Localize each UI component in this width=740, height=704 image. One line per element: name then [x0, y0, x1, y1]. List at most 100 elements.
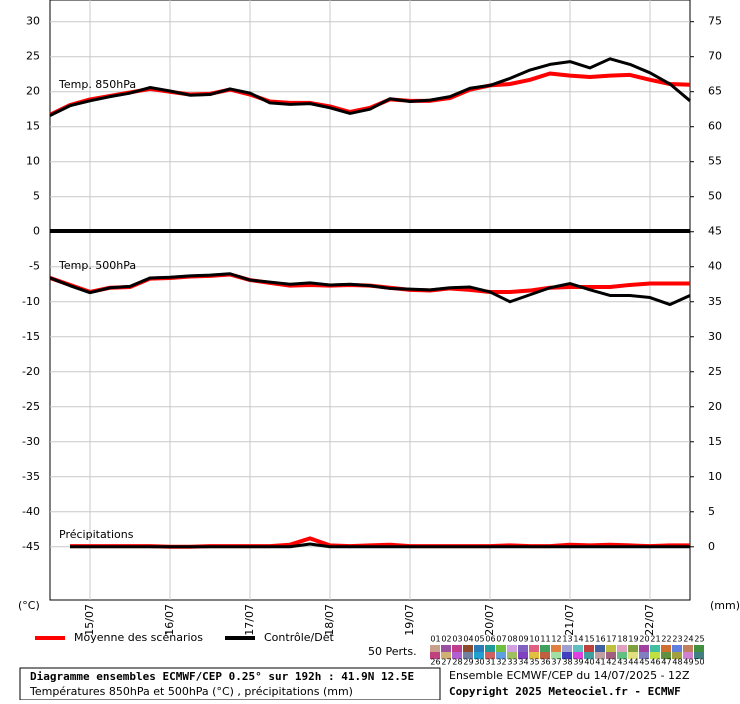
pert-swatch [463, 652, 473, 659]
y2-tick-label: 40 [708, 260, 722, 273]
pert-swatch [650, 645, 660, 652]
pert-swatch [573, 652, 583, 659]
pert-swatch [485, 645, 495, 652]
pert-swatch [441, 645, 451, 652]
copyright: Copyright 2025 Meteociel.fr - ECMWF [449, 685, 681, 698]
pert-swatch [650, 652, 660, 659]
y2-tick-label: 70 [708, 50, 722, 63]
y-tick-label: 15 [26, 120, 40, 133]
pert-swatch [452, 652, 462, 659]
pert-swatch [584, 645, 594, 652]
y-tick-label: 10 [26, 155, 40, 168]
pert-label: 16 [595, 635, 605, 644]
x-tick-label: 16/07 [163, 604, 176, 636]
pert-swatch [430, 652, 440, 659]
x-tick-label: 18/07 [323, 604, 336, 636]
pert-swatch [562, 645, 572, 652]
y-tick-label: 30 [26, 15, 40, 28]
pert-label: 20 [639, 635, 649, 644]
panel-divider [50, 229, 690, 233]
pert-label: 30 [474, 658, 484, 667]
pert-label: 49 [683, 658, 693, 667]
y-tick-label: -10 [22, 295, 40, 308]
y-tick-label: -30 [22, 435, 40, 448]
pert-label: 43 [617, 658, 627, 667]
y2-tick-label: 10 [708, 470, 722, 483]
pert-label: 01 [430, 635, 440, 644]
pert-swatch [540, 645, 550, 652]
x-tick-label: 21/07 [563, 604, 576, 636]
pert-label: 26 [430, 658, 440, 667]
pert-label: 13 [562, 635, 572, 644]
pert-label: 06 [485, 635, 495, 644]
pert-label: 04 [463, 635, 473, 644]
y2-tick-label: 50 [708, 190, 722, 203]
y2-tick-label: 35 [708, 295, 722, 308]
x-tick-label: 20/07 [483, 604, 496, 636]
pert-label: 02 [441, 635, 451, 644]
y-tick-label: -45 [22, 540, 40, 553]
pert-swatch [540, 652, 550, 659]
pert-label: 15 [584, 635, 594, 644]
pert-swatch [617, 652, 627, 659]
pert-label: 46 [650, 658, 660, 667]
pert-label: 42 [606, 658, 616, 667]
pert-label: 17 [606, 635, 616, 644]
y2-tick-label: 25 [708, 365, 722, 378]
panel-label: Temp. 500hPa [58, 259, 136, 272]
pert-label: 31 [485, 658, 495, 667]
pert-label: 08 [507, 635, 517, 644]
pert-label: 36 [540, 658, 550, 667]
y-tick-label: -40 [22, 505, 40, 518]
pert-swatch [672, 652, 682, 659]
pert-label: 29 [463, 658, 473, 667]
y-axis-unit: (°C) [18, 599, 40, 612]
pert-swatch [639, 652, 649, 659]
panel-label: Précipitations [59, 528, 134, 541]
y2-tick-label: 5 [708, 505, 715, 518]
pert-label: 41 [595, 658, 605, 667]
y2-tick-label: 15 [708, 435, 722, 448]
pert-label: 28 [452, 658, 462, 667]
series-line [49, 57, 691, 117]
pert-swatch [551, 645, 561, 652]
plot-frame [49, 0, 691, 601]
pert-swatch [562, 652, 572, 659]
y-tick-label: 25 [26, 50, 40, 63]
pert-swatch [573, 645, 583, 652]
chart-title: Diagramme ensembles ECMWF/CEP 0.25° sur … [30, 670, 414, 683]
pert-label: 12 [551, 635, 561, 644]
pert-swatch [518, 645, 528, 652]
y2-tick-label: 0 [708, 540, 715, 553]
y2-tick-label: 55 [708, 155, 722, 168]
pert-swatch [694, 652, 704, 659]
pert-swatch [661, 645, 671, 652]
y2-tick-label: 75 [708, 15, 722, 28]
pert-swatch [496, 645, 506, 652]
pert-swatch [672, 645, 682, 652]
perts-label: 50 Perts. [368, 645, 417, 658]
pert-label: 32 [496, 658, 506, 667]
pert-label: 34 [518, 658, 528, 667]
pert-swatch [496, 652, 506, 659]
pert-swatch [683, 652, 693, 659]
pert-label: 23 [672, 635, 682, 644]
pert-label: 40 [584, 658, 594, 667]
pert-swatch [485, 652, 495, 659]
pert-swatch [551, 652, 561, 659]
legend-label: Moyenne des scénarios [74, 631, 203, 644]
pert-swatch [441, 652, 451, 659]
pert-label: 19 [628, 635, 638, 644]
pert-swatch [507, 645, 517, 652]
x-tick-label: 15/07 [83, 604, 96, 636]
y-tick-label: -35 [22, 470, 40, 483]
y2-tick-label: 20 [708, 400, 722, 413]
pert-swatch [628, 652, 638, 659]
chart-subtitle: Températures 850hPa et 500hPa (°C) , pré… [29, 685, 353, 698]
pert-label: 45 [639, 658, 649, 667]
pert-label: 50 [694, 658, 704, 667]
pert-label: 07 [496, 635, 506, 644]
pert-label: 25 [694, 635, 704, 644]
pert-swatch [639, 645, 649, 652]
